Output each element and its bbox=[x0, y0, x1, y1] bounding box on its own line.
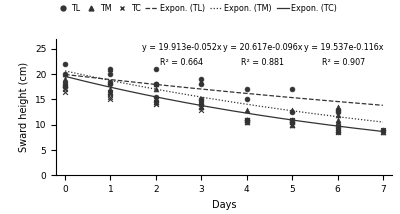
Point bbox=[153, 98, 159, 101]
Point bbox=[62, 77, 68, 81]
Point bbox=[107, 95, 114, 99]
Point bbox=[334, 126, 341, 129]
Point bbox=[107, 82, 114, 86]
Point bbox=[198, 98, 204, 101]
Point bbox=[244, 118, 250, 121]
Point bbox=[153, 82, 159, 86]
Point bbox=[289, 120, 295, 124]
Point bbox=[198, 80, 204, 83]
Point bbox=[380, 128, 386, 132]
Point bbox=[153, 82, 159, 86]
Point bbox=[334, 128, 341, 132]
Point bbox=[289, 108, 295, 111]
X-axis label: Days: Days bbox=[212, 200, 236, 210]
Point bbox=[107, 80, 114, 83]
Point bbox=[198, 105, 204, 109]
Text: R² = 0.881: R² = 0.881 bbox=[241, 58, 284, 67]
Point bbox=[289, 118, 295, 121]
Point bbox=[62, 72, 68, 76]
Point bbox=[153, 103, 159, 106]
Point bbox=[380, 131, 386, 134]
Point bbox=[334, 113, 341, 116]
Point bbox=[198, 103, 204, 106]
Point bbox=[334, 120, 341, 124]
Point bbox=[153, 100, 159, 104]
Point bbox=[380, 128, 386, 132]
Point bbox=[289, 120, 295, 124]
Point bbox=[244, 98, 250, 101]
Point bbox=[107, 67, 114, 71]
Point bbox=[334, 108, 341, 111]
Text: y = 19.913e-0.052x: y = 19.913e-0.052x bbox=[142, 43, 222, 52]
Point bbox=[198, 103, 204, 106]
Point bbox=[334, 105, 341, 109]
Point bbox=[244, 118, 250, 121]
Point bbox=[334, 131, 341, 134]
Point bbox=[244, 108, 250, 111]
Point bbox=[334, 110, 341, 114]
Point bbox=[107, 98, 114, 101]
Point bbox=[244, 120, 250, 124]
Y-axis label: Sward height (cm): Sward height (cm) bbox=[19, 62, 29, 152]
Point bbox=[107, 80, 114, 83]
Point bbox=[289, 118, 295, 121]
Point bbox=[289, 118, 295, 121]
Point bbox=[107, 72, 114, 76]
Point bbox=[153, 103, 159, 106]
Point bbox=[198, 103, 204, 106]
Point bbox=[334, 126, 341, 129]
Point bbox=[153, 95, 159, 99]
Text: R² = 0.907: R² = 0.907 bbox=[322, 58, 365, 67]
Point bbox=[289, 123, 295, 126]
Point bbox=[198, 82, 204, 86]
Point bbox=[334, 131, 341, 134]
Point bbox=[153, 98, 159, 101]
Point bbox=[153, 88, 159, 91]
Point bbox=[244, 88, 250, 91]
Point bbox=[334, 131, 341, 134]
Point bbox=[289, 123, 295, 126]
Point bbox=[244, 118, 250, 121]
Point bbox=[107, 88, 114, 91]
Point bbox=[107, 90, 114, 94]
Point bbox=[107, 67, 114, 71]
Point bbox=[289, 123, 295, 126]
Point bbox=[62, 88, 68, 91]
Point bbox=[198, 105, 204, 109]
Point bbox=[153, 82, 159, 86]
Point bbox=[62, 82, 68, 86]
Point bbox=[244, 118, 250, 121]
Point bbox=[62, 72, 68, 76]
Point bbox=[244, 120, 250, 124]
Point bbox=[107, 90, 114, 94]
Point bbox=[198, 108, 204, 111]
Point bbox=[334, 118, 341, 121]
Point bbox=[62, 82, 68, 86]
Point bbox=[380, 131, 386, 134]
Point bbox=[289, 88, 295, 91]
Point bbox=[107, 93, 114, 96]
Point bbox=[153, 67, 159, 71]
Text: y = 20.617e-0.096x: y = 20.617e-0.096x bbox=[223, 43, 302, 52]
Legend: TL, TM, TC, Expon. (TL), Expon. (TM), Expon. (TC): TL, TM, TC, Expon. (TL), Expon. (TM), Ex… bbox=[57, 4, 337, 13]
Point bbox=[289, 120, 295, 124]
Text: y = 19.537e-0.116x: y = 19.537e-0.116x bbox=[304, 43, 383, 52]
Point bbox=[153, 100, 159, 104]
Point bbox=[62, 62, 68, 66]
Point bbox=[62, 90, 68, 94]
Point bbox=[198, 100, 204, 104]
Point bbox=[380, 128, 386, 132]
Text: R² = 0.664: R² = 0.664 bbox=[160, 58, 204, 67]
Point bbox=[62, 85, 68, 88]
Point bbox=[244, 118, 250, 121]
Point bbox=[198, 77, 204, 81]
Point bbox=[198, 98, 204, 101]
Point bbox=[62, 82, 68, 86]
Point bbox=[289, 110, 295, 114]
Point bbox=[244, 118, 250, 121]
